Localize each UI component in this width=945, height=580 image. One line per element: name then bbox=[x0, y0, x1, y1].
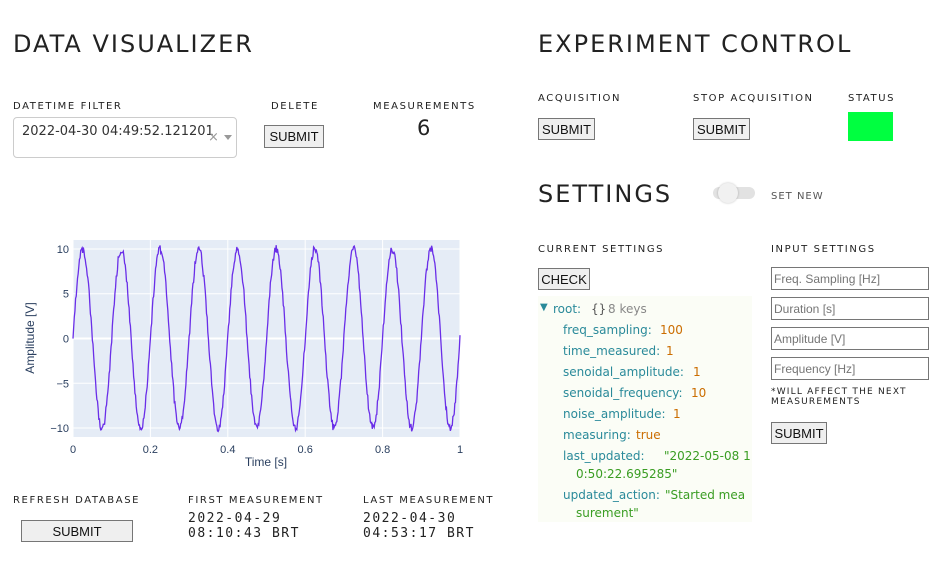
x-tick-label: 0.8 bbox=[375, 444, 390, 456]
y-tick-label: 10 bbox=[57, 244, 69, 256]
refresh-submit-button[interactable]: SUBMIT bbox=[21, 520, 133, 542]
last-measurement-date: 2022-04-30 bbox=[363, 511, 457, 526]
json-key: freq_sampling: bbox=[563, 323, 652, 337]
y-tick-label: 0 bbox=[63, 334, 69, 346]
settings-json-viewer: ▼ root: {} 8 keys freq_sampling: 100 tim… bbox=[538, 296, 752, 522]
measurements-label: MEASUREMENTS bbox=[373, 101, 476, 112]
set-new-toggle[interactable] bbox=[713, 183, 757, 203]
json-value-wrap: 0:50:22.695285" bbox=[576, 467, 678, 481]
json-value: "2022-05-08 1 bbox=[664, 449, 751, 463]
data-visualizer-title: DATA VISUALIZER bbox=[13, 30, 254, 58]
x-tick-label: 0 bbox=[70, 444, 76, 456]
first-measurement-time: 08:10:43 BRT bbox=[188, 526, 300, 541]
x-tick-label: 0.4 bbox=[220, 444, 235, 456]
input-settings-label: INPUT SETTINGS bbox=[771, 244, 876, 255]
json-root-count: 8 keys bbox=[608, 302, 647, 316]
x-tick-label: 1 bbox=[457, 444, 463, 456]
settings-title: SETTINGS bbox=[538, 180, 673, 208]
json-value: 1 bbox=[673, 407, 681, 421]
x-axis-label: Time [s] bbox=[245, 455, 287, 469]
json-value: 1 bbox=[666, 344, 674, 358]
json-value: 1 bbox=[693, 365, 701, 379]
datetime-filter-dropdown[interactable]: 2022-04-30 04:49:52.121201 × bbox=[13, 117, 237, 158]
json-value: 100 bbox=[660, 323, 683, 337]
json-key: noise_amplitude: bbox=[563, 407, 666, 421]
y-tick-label: 5 bbox=[63, 289, 69, 301]
json-key: senoidal_frequency: bbox=[563, 386, 683, 400]
current-settings-label: CURRENT SETTINGS bbox=[538, 244, 665, 255]
y-tick-label: −5 bbox=[56, 378, 69, 390]
first-measurement-date: 2022-04-29 bbox=[188, 511, 282, 526]
note-line-1: *WILL AFFECT THE NEXT bbox=[771, 387, 907, 397]
note-line-2: MEASUREMENTS bbox=[771, 397, 861, 407]
y-tick-label: −10 bbox=[50, 423, 69, 435]
datetime-filter-value: 2022-04-30 04:49:52.121201 bbox=[22, 124, 214, 139]
last-measurement-time: 04:53:17 BRT bbox=[363, 526, 475, 541]
amplitude-chart: 0 0.2 0.4 0.6 0.8 1 10 5 0 −5 −10 Time [s] Amplit… bbox=[23, 240, 463, 469]
x-tick-label: 0.6 bbox=[298, 444, 313, 456]
status-indicator bbox=[848, 112, 893, 141]
stop-acquisition-submit-button[interactable]: SUBMIT bbox=[693, 118, 750, 140]
experiment-control-title: EXPERIMENT CONTROL bbox=[538, 30, 853, 58]
json-root-key: root: bbox=[553, 302, 582, 316]
delete-label: DELETE bbox=[271, 101, 319, 112]
duration-input[interactable] bbox=[771, 297, 929, 320]
json-value: true bbox=[636, 428, 661, 442]
x-tick-label: 0.2 bbox=[143, 444, 158, 456]
clear-icon[interactable]: × bbox=[208, 130, 219, 145]
toggle-knob bbox=[718, 183, 738, 203]
collapse-arrow-icon[interactable]: ▼ bbox=[540, 302, 548, 313]
json-key: updated_action: bbox=[563, 488, 660, 502]
last-measurement-label: LAST MEASUREMENT bbox=[363, 495, 495, 506]
json-key: last_updated: bbox=[563, 449, 645, 463]
stop-acquisition-label: STOP ACQUISITION bbox=[693, 93, 814, 104]
frequency-input[interactable] bbox=[771, 357, 929, 380]
json-root-braces: {} bbox=[591, 302, 607, 316]
check-button[interactable]: CHECK bbox=[538, 268, 590, 290]
amplitude-input[interactable] bbox=[771, 327, 929, 350]
freq-sampling-input[interactable] bbox=[771, 267, 929, 290]
y-axis-label: Amplitude [V] bbox=[23, 302, 37, 373]
set-new-label: SET NEW bbox=[771, 191, 824, 202]
first-measurement-label: FIRST MEASUREMENT bbox=[188, 495, 324, 506]
json-value: "Started mea bbox=[665, 488, 746, 502]
json-key: measuring: bbox=[563, 428, 631, 442]
acquisition-label: ACQUISITION bbox=[538, 93, 622, 104]
refresh-database-label: REFRESH DATABASE bbox=[13, 495, 141, 506]
delete-submit-button[interactable]: SUBMIT bbox=[264, 125, 324, 148]
input-settings-submit-button[interactable]: SUBMIT bbox=[771, 422, 827, 444]
status-label: STATUS bbox=[848, 93, 896, 104]
measurements-count: 6 bbox=[417, 116, 431, 140]
signal-line bbox=[72, 244, 461, 433]
datetime-filter-label: DATETIME FILTER bbox=[13, 101, 123, 112]
json-value: 10 bbox=[691, 386, 707, 400]
chevron-down-icon[interactable] bbox=[224, 135, 232, 140]
acquisition-submit-button[interactable]: SUBMIT bbox=[538, 118, 595, 140]
json-value-wrap: surement" bbox=[576, 506, 639, 520]
json-key: time_measured: bbox=[563, 344, 661, 358]
json-key: senoidal_amplitude: bbox=[563, 365, 684, 379]
